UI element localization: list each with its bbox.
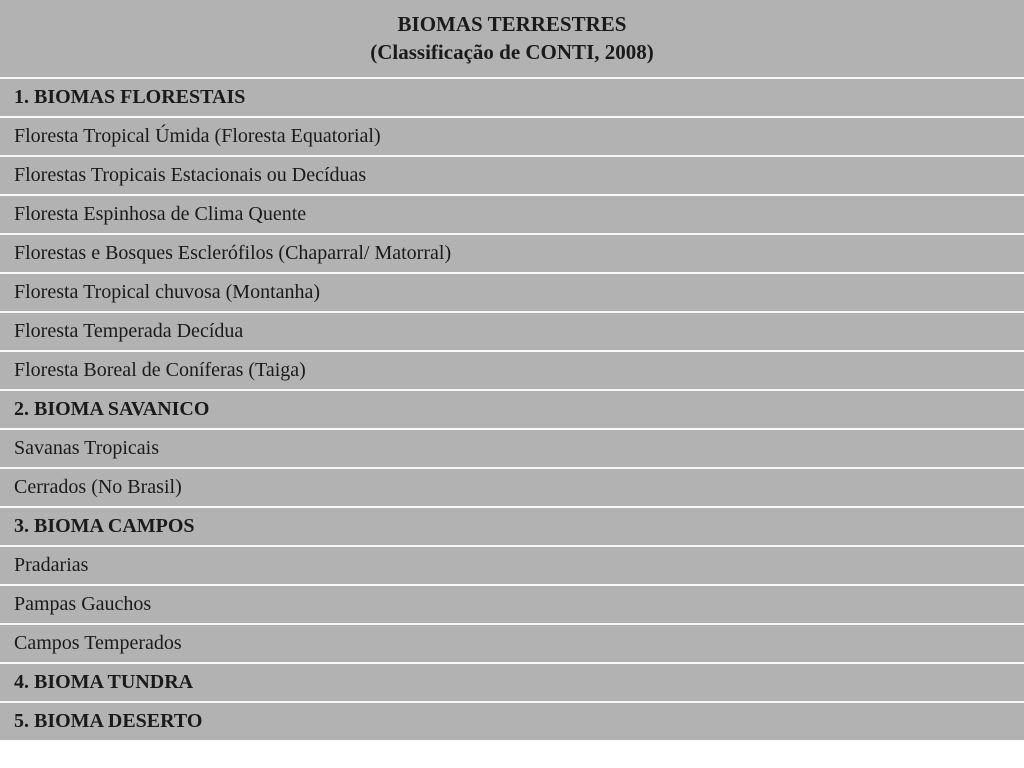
table-row: 5. BIOMA DESERTO — [0, 702, 1024, 740]
section-heading: 5. BIOMA DESERTO — [0, 702, 1024, 740]
list-item: Campos Temperados — [0, 624, 1024, 663]
title-line-1: BIOMAS TERRESTRES — [398, 12, 627, 36]
table-row: Floresta Boreal de Coníferas (Taiga) — [0, 351, 1024, 390]
list-item: Floresta Tropical Úmida (Floresta Equato… — [0, 117, 1024, 156]
list-item: Pampas Gauchos — [0, 585, 1024, 624]
table-row: Floresta Espinhosa de Clima Quente — [0, 195, 1024, 234]
list-item: Floresta Temperada Decídua — [0, 312, 1024, 351]
section-heading: 4. BIOMA TUNDRA — [0, 663, 1024, 702]
list-item: Pradarias — [0, 546, 1024, 585]
list-item: Cerrados (No Brasil) — [0, 468, 1024, 507]
table-row: Florestas Tropicais Estacionais ou Decíd… — [0, 156, 1024, 195]
table-row: 3. BIOMA CAMPOS — [0, 507, 1024, 546]
list-item: Floresta Tropical chuvosa (Montanha) — [0, 273, 1024, 312]
list-item: Florestas e Bosques Esclerófilos (Chapar… — [0, 234, 1024, 273]
table-body: BIOMAS TERRESTRES (Classificação de CONT… — [0, 0, 1024, 740]
table-row: Pradarias — [0, 546, 1024, 585]
table-row: Floresta Tropical chuvosa (Montanha) — [0, 273, 1024, 312]
table-row: Floresta Tropical Úmida (Floresta Equato… — [0, 117, 1024, 156]
biomes-table: BIOMAS TERRESTRES (Classificação de CONT… — [0, 0, 1024, 740]
list-item: Florestas Tropicais Estacionais ou Decíd… — [0, 156, 1024, 195]
section-heading: 1. BIOMAS FLORESTAIS — [0, 78, 1024, 117]
table-row: 4. BIOMA TUNDRA — [0, 663, 1024, 702]
title-line-2: (Classificação de CONTI, 2008) — [370, 40, 653, 64]
section-heading: 2. BIOMA SAVANICO — [0, 390, 1024, 429]
table-row: Campos Temperados — [0, 624, 1024, 663]
table-title-cell: BIOMAS TERRESTRES (Classificação de CONT… — [0, 0, 1024, 78]
table-row: 1. BIOMAS FLORESTAIS — [0, 78, 1024, 117]
table-row: Florestas e Bosques Esclerófilos (Chapar… — [0, 234, 1024, 273]
list-item: Floresta Espinhosa de Clima Quente — [0, 195, 1024, 234]
list-item: Savanas Tropicais — [0, 429, 1024, 468]
table-row: Cerrados (No Brasil) — [0, 468, 1024, 507]
table-row: Savanas Tropicais — [0, 429, 1024, 468]
table-row: Floresta Temperada Decídua — [0, 312, 1024, 351]
section-heading: 3. BIOMA CAMPOS — [0, 507, 1024, 546]
list-item: Floresta Boreal de Coníferas (Taiga) — [0, 351, 1024, 390]
table-row: Pampas Gauchos — [0, 585, 1024, 624]
header-row: BIOMAS TERRESTRES (Classificação de CONT… — [0, 0, 1024, 78]
table-row: 2. BIOMA SAVANICO — [0, 390, 1024, 429]
